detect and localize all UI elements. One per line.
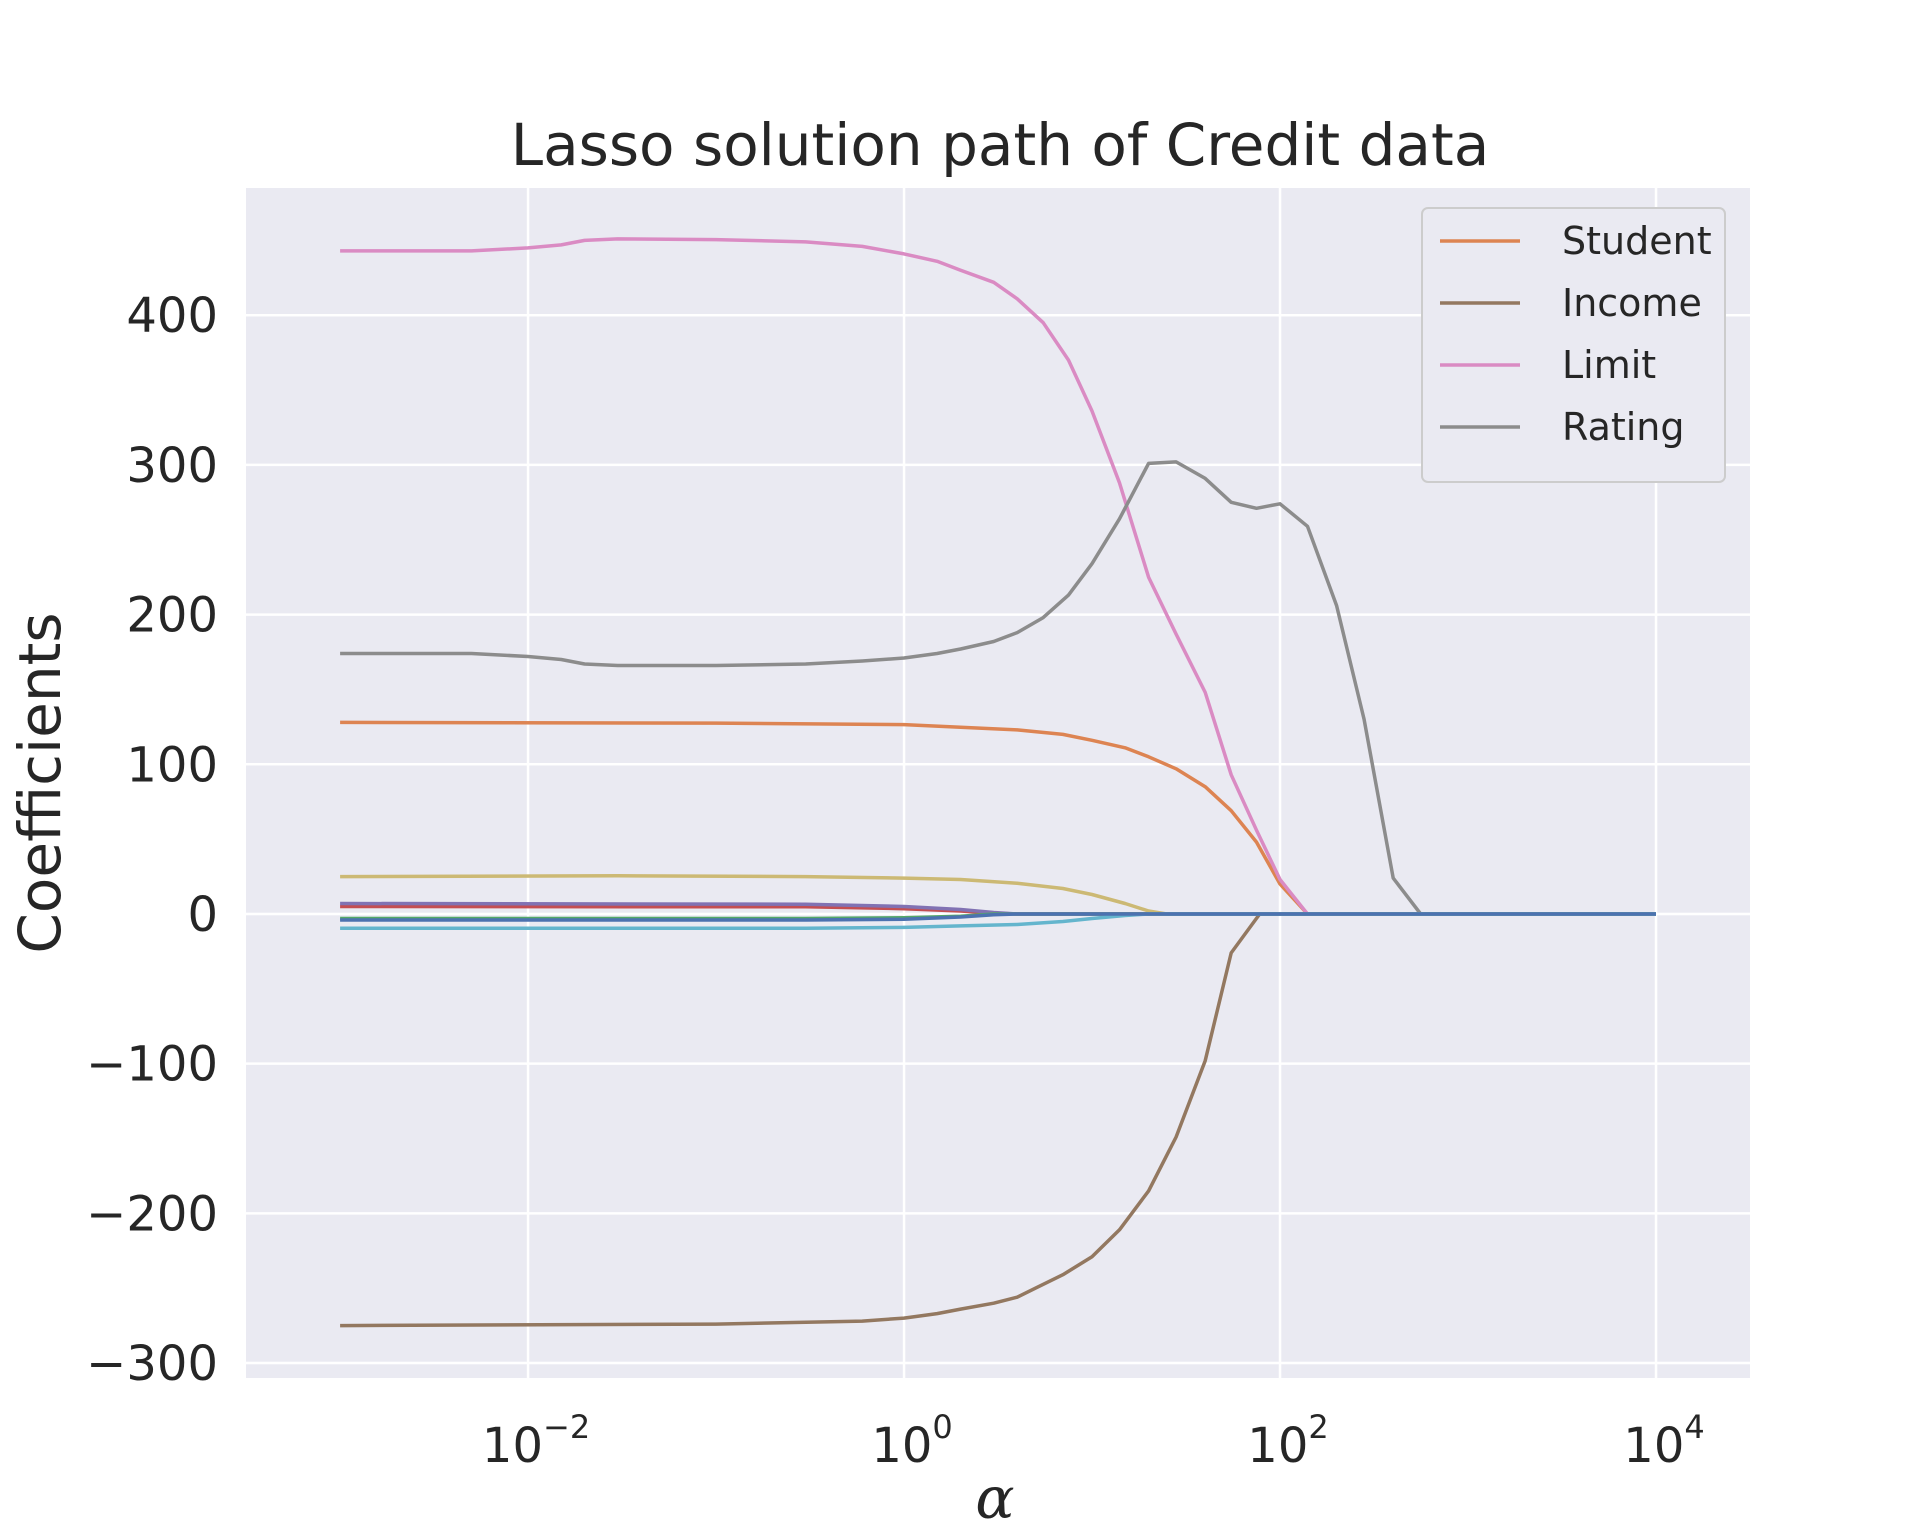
legend-box: [1421, 207, 1726, 483]
y-tick-label: −300: [86, 1336, 218, 1392]
series-lines: [340, 237, 1656, 1328]
y-tick-label: 0: [187, 887, 218, 943]
legend: Student Income Limit Rating: [1421, 207, 1726, 483]
series-line: [340, 912, 1656, 1328]
y-tick-label: 200: [126, 588, 218, 644]
y-tick-label: 400: [126, 288, 218, 344]
x-tick-label: 10−2: [482, 1408, 590, 1474]
series-line: [340, 460, 1656, 916]
y-tick-labels: 400 300 200 100 0 −100 −200 −300: [86, 288, 218, 1392]
y-tick-label: 300: [126, 438, 218, 494]
x-tick-label: 102: [1247, 1408, 1328, 1474]
series-line: [340, 237, 1656, 916]
legend-label: Rating: [1562, 405, 1685, 449]
legend-label: Limit: [1562, 343, 1656, 387]
y-tick-label: −100: [86, 1037, 218, 1093]
y-axis-label: Coefficients: [6, 612, 74, 953]
y-tick-label: 100: [126, 737, 218, 793]
series-line: [340, 720, 1656, 916]
x-axis-label: α: [975, 1464, 1014, 1532]
series-line: [340, 912, 1656, 922]
legend-label: Income: [1562, 281, 1702, 325]
series-line: [340, 874, 1656, 916]
chart-title: Lasso solution path of Credit data: [511, 111, 1489, 179]
legend-label: Student: [1562, 219, 1712, 263]
x-tick-label: 104: [1623, 1408, 1704, 1474]
y-tick-label: −200: [86, 1186, 218, 1242]
grid-lines: [246, 188, 1750, 1378]
x-tick-label: 100: [871, 1408, 952, 1474]
x-tick-labels: 10−2 100 102 104: [482, 1408, 1705, 1474]
